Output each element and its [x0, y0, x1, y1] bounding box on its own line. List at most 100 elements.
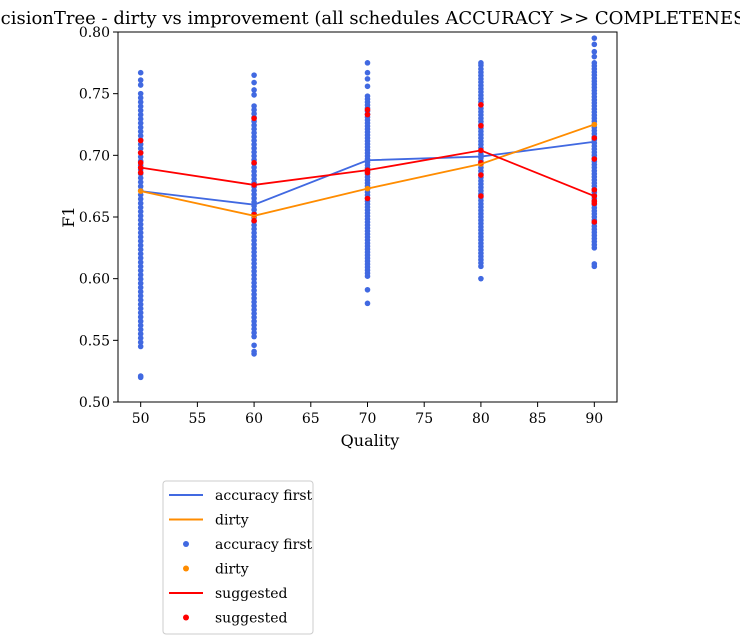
accuracy-first-point	[251, 276, 257, 282]
suggested-point	[137, 150, 144, 156]
accuracy-first-point	[137, 179, 144, 185]
accuracy-first-point	[478, 60, 484, 66]
accuracy-first-point	[251, 153, 257, 159]
accuracy-first-point	[591, 53, 598, 60]
accuracy-first-point	[137, 280, 144, 287]
accuracy-first-point	[137, 259, 144, 266]
accuracy-first-point	[137, 288, 144, 295]
accuracy-first-point	[137, 309, 144, 316]
accuracy-first-point	[137, 322, 144, 329]
suggested-point	[591, 198, 598, 204]
accuracy-first-point	[137, 111, 144, 118]
accuracy-first-point	[251, 329, 257, 336]
accuracy-first-point	[251, 318, 257, 325]
accuracy-first-point	[478, 275, 484, 282]
accuracy-first-point	[137, 301, 144, 308]
accuracy-first-point	[591, 35, 598, 41]
x-tick-label: 55	[188, 411, 206, 427]
y-tick-label: 0.60	[79, 272, 110, 288]
accuracy-first-point	[591, 48, 598, 55]
accuracy-first-point	[251, 168, 257, 175]
suggested-point	[137, 159, 144, 166]
legend-label: suggested	[215, 611, 288, 627]
accuracy-first-point	[251, 237, 257, 244]
accuracy-first-point	[137, 225, 144, 232]
accuracy-first-point	[137, 331, 144, 337]
y-tick-label: 0.50	[79, 395, 110, 411]
accuracy-first-point	[364, 300, 371, 307]
accuracy-first-point	[251, 133, 257, 140]
accuracy-first-point	[137, 116, 144, 122]
accuracy-first-point	[364, 83, 371, 90]
legend-label: dirty	[215, 513, 249, 529]
accuracy-first-point	[137, 133, 144, 139]
accuracy-first-point	[251, 268, 257, 275]
accuracy-first-point	[137, 128, 144, 135]
accuracy-first-point	[137, 154, 144, 160]
accuracy-first-point	[137, 82, 144, 88]
accuracy-first-point	[251, 230, 257, 236]
accuracy-first-point	[137, 238, 144, 244]
x-tick-label: 80	[472, 411, 490, 427]
accuracy-first-point	[364, 60, 371, 66]
accuracy-first-point	[137, 107, 144, 114]
accuracy-first-point	[251, 241, 257, 248]
suggested-point	[591, 156, 598, 162]
accuracy-first-point	[251, 107, 257, 113]
x-tick-label: 90	[585, 411, 603, 427]
accuracy-first-point	[137, 217, 144, 223]
accuracy-first-point	[137, 234, 144, 240]
scatter-layer	[137, 35, 598, 381]
suggested-line	[140, 149, 595, 197]
y-axis: 0.50 0.55 0.60 0.65 0.70 0.75 0.80	[79, 25, 118, 411]
y-tick-label: 0.75	[79, 87, 110, 103]
accuracy-first-point	[137, 272, 144, 278]
x-tick-label: 85	[529, 411, 547, 427]
accuracy-first-point	[137, 99, 144, 105]
accuracy-first-point	[364, 286, 371, 293]
accuracy-first-point	[137, 305, 144, 312]
accuracy-first-point	[251, 126, 257, 132]
y-axis-label: F1	[59, 206, 78, 227]
accuracy-first-point	[251, 326, 257, 332]
accuracy-first-point	[251, 272, 257, 278]
accuracy-first-point	[137, 326, 144, 333]
accuracy-first-point	[251, 79, 257, 86]
legend: accuracy first dirty accuracy first dirty su…	[162, 480, 314, 635]
accuracy-first-point	[251, 233, 257, 240]
x-tick-label: 50	[132, 411, 150, 427]
suggested-point	[478, 172, 484, 178]
accuracy-first-point	[137, 284, 144, 291]
accuracy-first-point	[137, 213, 144, 219]
accuracy-first-point	[137, 77, 144, 83]
accuracy-first-point	[137, 124, 144, 131]
accuracy-first-point	[251, 280, 257, 286]
accuracy-first-point	[251, 92, 257, 98]
accuracy-first-point	[137, 373, 144, 379]
accuracy-first-point	[137, 200, 144, 207]
suggested-point	[364, 106, 371, 113]
accuracy-first-point	[251, 295, 257, 301]
accuracy-first-point	[137, 343, 144, 350]
accuracy-first-point	[137, 208, 144, 215]
accuracy-first-point	[251, 348, 257, 355]
accuracy-first-point	[251, 299, 257, 305]
accuracy-first-point	[137, 255, 144, 261]
accuracy-first-point	[137, 339, 144, 346]
suggested-point	[591, 219, 598, 225]
accuracy-first-point	[251, 306, 257, 313]
accuracy-first-point	[137, 95, 144, 101]
accuracy-first-point	[251, 103, 257, 109]
accuracy-first-point	[137, 229, 144, 236]
accuracy-first-point	[137, 242, 144, 249]
accuracy-first-point	[137, 293, 144, 299]
accuracy-first-point	[251, 130, 257, 136]
dirty-line	[140, 123, 595, 217]
accuracy-first-point	[251, 164, 257, 171]
suggested-point	[591, 135, 598, 141]
accuracy-first-point	[251, 206, 257, 213]
accuracy-first-point	[251, 110, 257, 117]
x-axis: 50 55 60 65 70 75 80 85 90	[132, 402, 603, 427]
suggested-point	[251, 217, 257, 224]
legend-label: suggested	[215, 586, 288, 602]
